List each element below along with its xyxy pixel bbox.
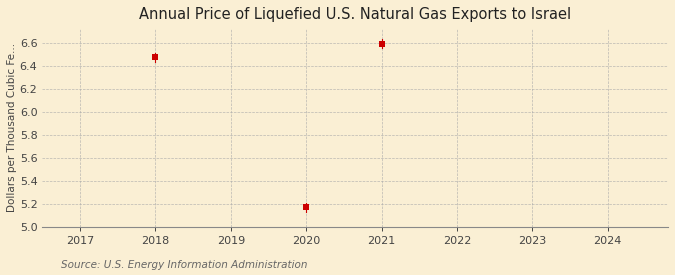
Point [376,42,387,46]
Point [150,55,161,60]
Title: Annual Price of Liquefied U.S. Natural Gas Exports to Israel: Annual Price of Liquefied U.S. Natural G… [139,7,571,22]
Y-axis label: Dollars per Thousand Cubic Fe...: Dollars per Thousand Cubic Fe... [7,43,17,212]
Text: Source: U.S. Energy Information Administration: Source: U.S. Energy Information Administ… [61,260,307,270]
Point [301,205,312,210]
